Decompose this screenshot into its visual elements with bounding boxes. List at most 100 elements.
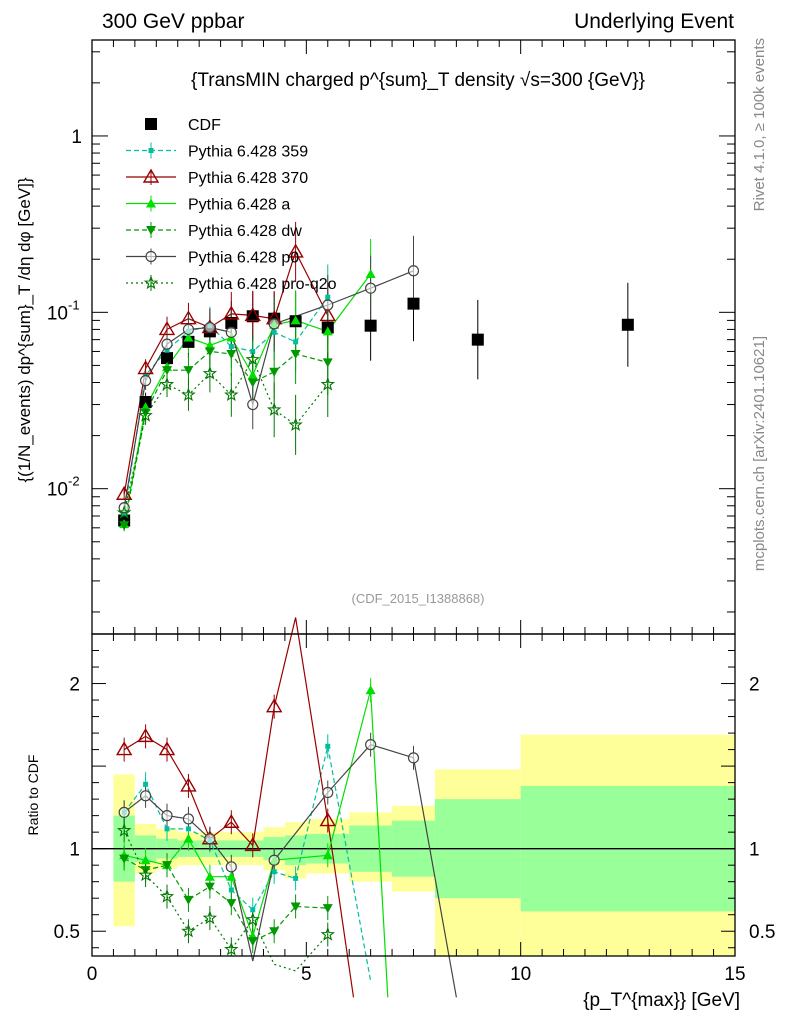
marker-star xyxy=(224,387,239,402)
marker-star xyxy=(116,505,132,519)
marker-open-circle xyxy=(204,321,216,334)
marker-open-triangle xyxy=(115,741,133,756)
y-tick-label-base: 10 xyxy=(47,480,68,501)
marker-star xyxy=(143,275,159,290)
series-line-1 xyxy=(123,296,329,514)
marker-open-circle xyxy=(225,326,237,338)
marker-open-triangle xyxy=(137,360,154,375)
marker-open-triangle xyxy=(223,305,240,320)
marker-star xyxy=(138,407,153,422)
marker-open-triangle xyxy=(244,836,261,852)
series-line-5 xyxy=(123,270,414,508)
marker-open-triangle xyxy=(265,698,283,713)
marker-open-triangle xyxy=(180,310,197,325)
series-line-6 xyxy=(123,358,329,513)
marker-small-square xyxy=(271,329,277,335)
marker-square xyxy=(407,297,420,310)
marker-small-square xyxy=(293,875,299,881)
marker-small-square xyxy=(185,826,191,832)
marker-open-circle xyxy=(247,398,259,411)
marker-down-triangle xyxy=(290,902,301,912)
legend-label: CDF xyxy=(188,117,221,134)
marker-down-triangle xyxy=(247,378,258,388)
marker-star xyxy=(202,910,218,925)
marker-small-square xyxy=(148,148,154,153)
ratio-tick-label-left: 1 xyxy=(69,840,80,861)
marker-square xyxy=(225,316,238,329)
x-axis-label: {p_T^{max}} [GeV] xyxy=(583,990,740,1011)
marker-triangle xyxy=(290,315,301,325)
marker-down-triangle xyxy=(204,882,215,892)
marker-small-square xyxy=(228,887,234,893)
ratio-tick-label-right: 0.5 xyxy=(749,922,775,943)
green-band-bin xyxy=(284,835,307,866)
ratio-y-axis-label: Ratio to CDF xyxy=(25,755,41,836)
ratio-uncertainty-bands xyxy=(92,734,735,956)
series-line-2 xyxy=(123,250,329,495)
marker-open-circle xyxy=(407,752,420,764)
marker-down-triangle xyxy=(183,366,194,376)
header-left: 300 GeV ppbar xyxy=(102,10,244,33)
marker-star xyxy=(320,376,336,391)
marker-down-triangle xyxy=(183,895,194,905)
marker-open-circle xyxy=(268,854,280,866)
legend-label: Pythia 6.428 a xyxy=(188,197,290,214)
marker-star xyxy=(245,912,261,926)
marker-star xyxy=(159,376,175,391)
marker-open-circle xyxy=(322,786,334,799)
marker-open-circle xyxy=(225,861,237,873)
marker-small-square xyxy=(250,907,256,913)
marker-open-triangle xyxy=(137,727,154,743)
series-line-4 xyxy=(123,350,328,526)
ratio-tick-label-left: 2 xyxy=(69,675,80,696)
y-tick-label-base: 10 xyxy=(47,303,68,324)
marker-triangle xyxy=(140,855,151,865)
marker-small-square xyxy=(121,511,127,517)
marker-triangle xyxy=(322,326,333,336)
legend-label: Pythia 6.428 pro-q2o xyxy=(188,276,337,293)
legend-label: Pythia 6.428 359 xyxy=(188,144,308,161)
marker-triangle xyxy=(322,850,333,860)
marker-square xyxy=(145,118,157,130)
marker-open-circle xyxy=(145,250,157,263)
marker-down-triangle xyxy=(119,521,130,531)
marker-open-circle xyxy=(204,833,216,845)
marker-small-square xyxy=(228,344,234,350)
marker-down-triangle xyxy=(204,347,215,357)
marker-small-square xyxy=(164,826,170,832)
ratio-line-3 xyxy=(123,858,328,942)
marker-down-triangle xyxy=(322,904,333,914)
marker-down-triangle xyxy=(247,937,258,947)
marker-open-circle xyxy=(139,790,152,802)
marker-down-triangle xyxy=(140,408,151,418)
mcplots-label: mcplots.cern.ch [arXiv:2401.10621] xyxy=(751,336,768,571)
marker-square xyxy=(621,318,634,331)
marker-triangle xyxy=(204,871,215,881)
marker-small-square xyxy=(271,869,277,875)
x-tick-label: 15 xyxy=(724,964,745,985)
marker-square xyxy=(471,333,484,346)
marker-down-triangle xyxy=(162,861,173,871)
ratio-tick-label-left: 0.5 xyxy=(54,922,80,943)
y-tick-label-exp: -2 xyxy=(68,474,80,489)
marker-open-triangle xyxy=(287,243,304,258)
legend-label: Pythia 6.428 p0 xyxy=(188,250,299,267)
marker-star xyxy=(181,387,196,402)
marker-square xyxy=(161,352,174,365)
ratio-tick-label-right: 2 xyxy=(749,675,760,696)
y-axis-label: {(1/N_events) dp^{sum}_T /dη dφ [GeV]} xyxy=(15,177,34,482)
marker-down-triangle xyxy=(146,226,156,235)
x-tick-label: 0 xyxy=(87,964,98,985)
marker-open-circle xyxy=(118,806,130,818)
marker-small-square xyxy=(325,294,331,300)
marker-open-circle xyxy=(161,810,173,822)
chart-title: {TransMIN charged p^{sum}_T density √s=3… xyxy=(191,70,645,91)
marker-open-triangle xyxy=(158,321,176,336)
marker-small-square xyxy=(325,743,331,749)
marker-open-triangle xyxy=(319,812,336,827)
header-right: Underlying Event xyxy=(574,10,734,33)
marker-star xyxy=(288,417,303,431)
marker-triangle xyxy=(183,332,194,342)
x-tick-label: 5 xyxy=(301,964,312,985)
marker-small-square xyxy=(250,348,256,354)
